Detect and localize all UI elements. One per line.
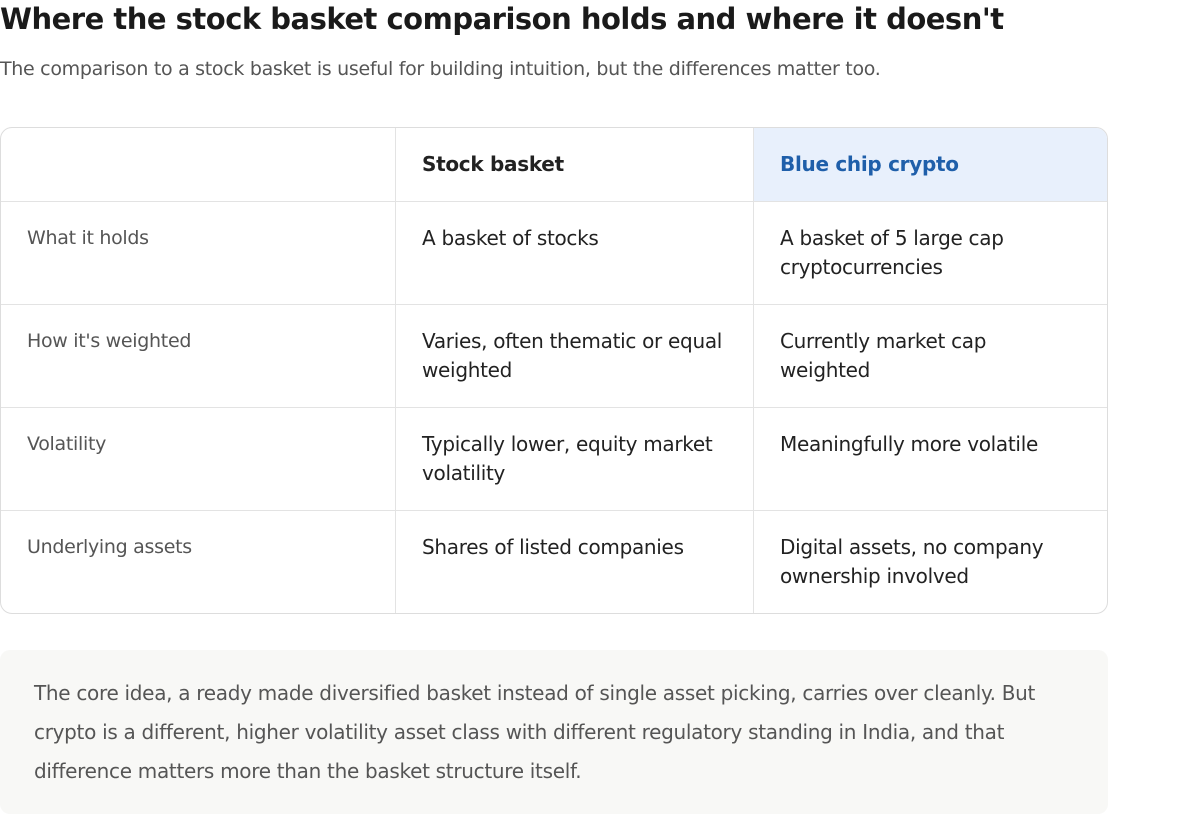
header-row: Stock basket Blue chip crypto xyxy=(1,128,1107,202)
table-cell: Meaningfully more volatile xyxy=(754,408,1107,511)
column-header xyxy=(1,128,396,202)
table-row: Underlying assets Shares of listed compan… xyxy=(1,511,1107,613)
table-cell: Digital assets, no company ownership inv… xyxy=(780,535,1044,588)
column-header: Stock basket xyxy=(396,128,754,202)
table-body: What it holds A basket of stocks A basket … xyxy=(1,202,1107,613)
row-label: What it holds xyxy=(1,202,396,305)
table-row: How it's weighted Varies, often thematic … xyxy=(1,305,1107,408)
subtitle: The comparison to a stock basket is usef… xyxy=(0,58,881,80)
table-row: Volatility Typically lower, equity market… xyxy=(1,408,1107,511)
note: The core idea, a ready made diversified … xyxy=(0,650,1108,814)
table-cell: A basket of 5 large cap cryptocurrencies xyxy=(754,202,1107,305)
column-header: Blue chip crypto xyxy=(754,128,1107,202)
table-cell: Shares of listed companies xyxy=(396,511,754,613)
title: Where the stock basket comparison holds … xyxy=(0,2,1004,36)
table-cell: A basket of stocks xyxy=(396,202,754,305)
table-cell: Currently market cap weighted xyxy=(754,305,1107,408)
row-label: Volatility xyxy=(1,408,396,511)
row-label: Underlying assets xyxy=(1,511,396,613)
table-cell: Varies, often thematic or equal weighted xyxy=(396,305,754,408)
comparison-table: Stock basket Blue chip crypto What it hol… xyxy=(0,127,1108,614)
table-cell: Typically lower, equity market volatilit… xyxy=(396,408,754,511)
row-label: How it's weighted xyxy=(1,305,396,408)
table-row: What it holds A basket of stocks A basket … xyxy=(1,202,1107,305)
